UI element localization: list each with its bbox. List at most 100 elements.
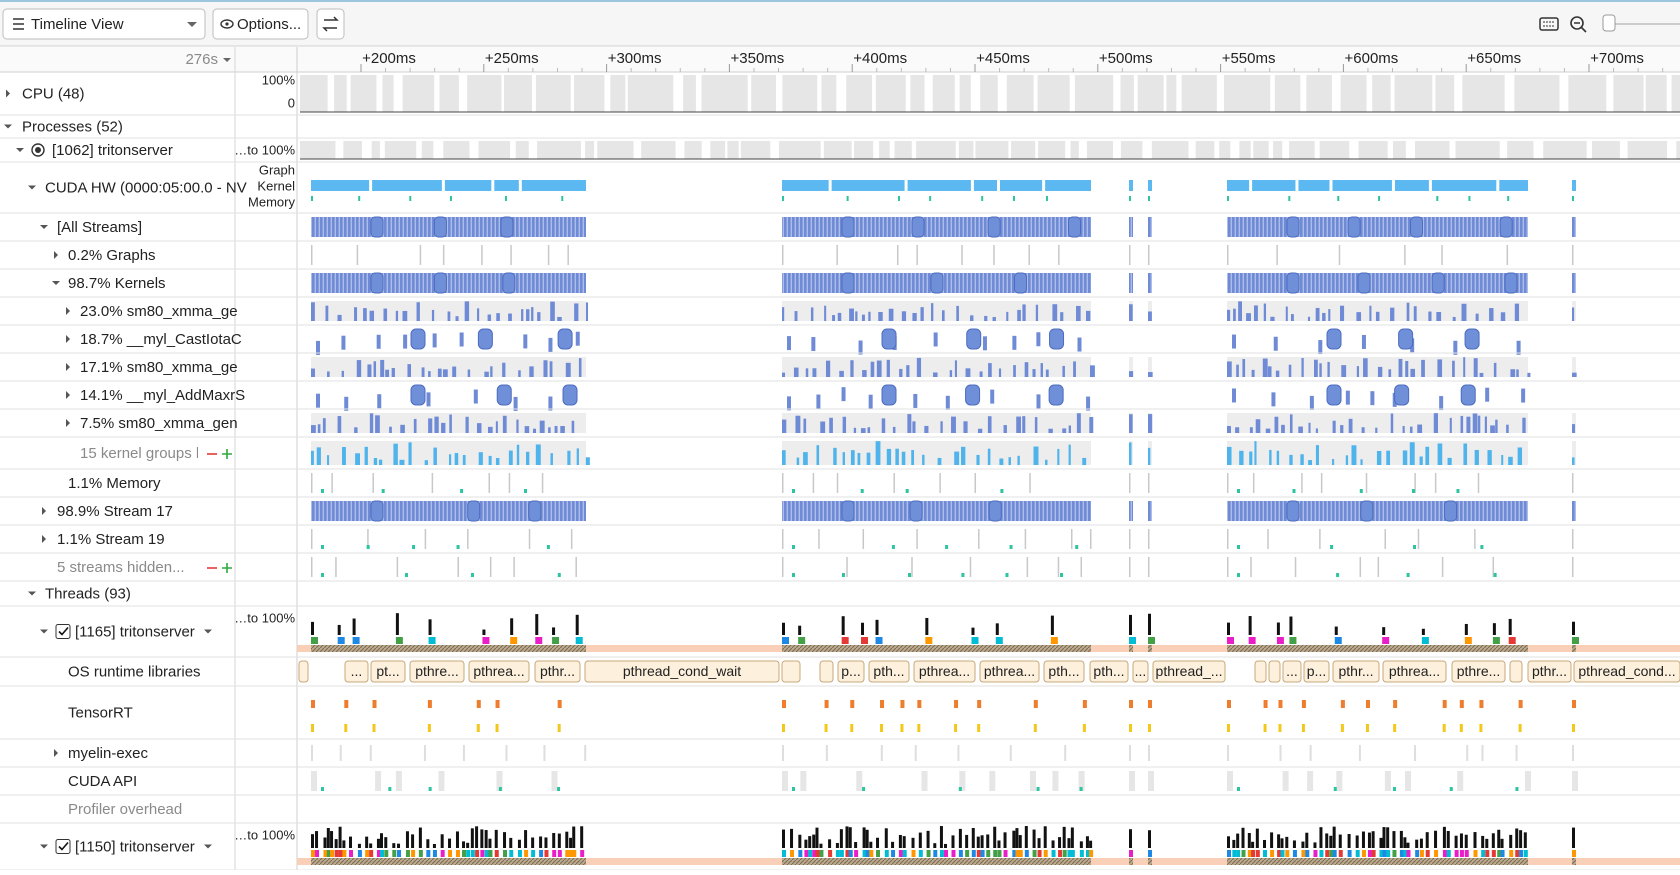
row-label[interactable]: CUDA HW (0000:05:00.0 - NV	[45, 179, 247, 196]
memcpy	[412, 545, 416, 549]
sparse-activity	[1250, 557, 1252, 577]
collapse-arrow[interactable]	[16, 148, 24, 152]
kernel	[842, 452, 845, 465]
row-label[interactable]: 23.0% sm80_xmma_ge	[80, 303, 238, 320]
row-label[interactable]: 18.7% __myl_CastIotaC	[80, 331, 242, 348]
row-label[interactable]: [1062] tritonserver	[52, 142, 173, 159]
row-label[interactable]: 1.1% Stream 19	[57, 531, 165, 548]
row-label[interactable]: 14.1% __myl_AddMaxrS	[80, 387, 245, 404]
trt-range	[557, 700, 562, 708]
kernel	[1485, 387, 1490, 402]
cpu-usage	[1435, 75, 1455, 112]
zoom-out[interactable]	[1570, 16, 1587, 33]
trt-range	[850, 700, 855, 708]
row-label[interactable]: CUDA API	[68, 773, 137, 790]
row-caret[interactable]	[204, 844, 212, 849]
row-caret[interactable]	[204, 629, 212, 634]
row-label[interactable]: [All Streams]	[57, 219, 142, 236]
expand-arrow[interactable]	[54, 251, 58, 259]
collapse-arrow[interactable]	[28, 185, 36, 190]
options-box[interactable]	[212, 8, 309, 40]
row-label[interactable]: 0.2% Graphs	[68, 247, 156, 264]
cpu-spike	[470, 828, 474, 848]
time-origin[interactable]: 276s	[185, 51, 218, 68]
row-label[interactable]: 98.7% Kernels	[68, 275, 166, 292]
zoom-slider[interactable]	[1602, 14, 1680, 32]
row-label[interactable]: [1150] tritonserver	[75, 838, 195, 855]
dropdown-box[interactable]	[2, 8, 206, 40]
row-label[interactable]: OS runtime libraries	[68, 663, 201, 680]
api-marker	[980, 850, 985, 857]
process-icon	[31, 143, 45, 157]
collapse-arrow[interactable]	[40, 225, 48, 229]
expand-arrow[interactable]	[6, 89, 10, 98]
kernel	[1348, 418, 1353, 433]
swap-button[interactable]	[316, 8, 345, 40]
row-label[interactable]: 1.1% Memory	[68, 475, 161, 492]
expand-arrow[interactable]	[66, 419, 70, 427]
row-label[interactable]: 5 streams hidden...	[57, 559, 185, 576]
row-label[interactable]: CPU (48)	[22, 85, 85, 102]
view-dropdown[interactable]: Timeline View	[2, 8, 206, 40]
kernel	[1309, 395, 1314, 410]
cpu-usage	[1011, 141, 1036, 159]
expand-arrow[interactable]	[66, 391, 70, 399]
kernel	[484, 371, 489, 377]
trt-range	[1082, 700, 1087, 708]
show-button[interactable]	[222, 449, 232, 459]
row-label[interactable]: Processes (52)	[22, 118, 123, 135]
kernel	[487, 314, 492, 321]
row-label[interactable]: 98.9% Stream 17	[57, 503, 173, 520]
row-label[interactable]: TensorRT	[68, 704, 133, 721]
keyboard-icon[interactable]	[1539, 17, 1559, 31]
trt-range	[427, 724, 431, 732]
kernel	[1285, 306, 1288, 321]
sparse-activity	[959, 771, 966, 791]
expand-arrow[interactable]	[66, 335, 70, 343]
expand-arrow[interactable]	[42, 507, 46, 515]
kernel	[1238, 301, 1242, 321]
checkbox[interactable]	[55, 839, 71, 854]
expand-arrow[interactable]	[66, 307, 70, 315]
expand-arrow[interactable]	[42, 535, 46, 543]
cpu-spike	[891, 841, 895, 848]
cpu-usage	[1273, 141, 1283, 159]
row-label[interactable]: Threads (93)	[45, 585, 131, 602]
long-kernel	[909, 500, 923, 522]
row-label[interactable]: Profiler overhead	[68, 801, 182, 818]
label-mask	[198, 441, 234, 465]
row-label[interactable]: [1165] tritonserver	[75, 623, 195, 640]
kernel	[1267, 366, 1272, 377]
api-marker	[1509, 850, 1514, 857]
cpu-usage	[1224, 75, 1271, 112]
swap-box[interactable]	[316, 8, 345, 40]
collapse-arrow[interactable]	[4, 124, 12, 129]
options-button[interactable]: Options...	[212, 8, 309, 40]
checkbox[interactable]	[55, 624, 71, 639]
myelin-range	[1009, 745, 1012, 761]
trt-range	[824, 724, 828, 732]
row-label[interactable]: myelin-exec	[68, 745, 149, 762]
sparse-activity	[1405, 771, 1412, 791]
show-button[interactable]	[222, 563, 232, 573]
collapse-arrow[interactable]	[52, 281, 60, 285]
memcpy	[498, 787, 502, 791]
row-label[interactable]: 7.5% sm80_xmma_gen	[80, 415, 238, 432]
kernel	[1315, 445, 1319, 465]
kernel	[949, 370, 953, 377]
row-label[interactable]: 17.1% sm80_xmma_ge	[80, 359, 238, 376]
expand-arrow[interactable]	[54, 749, 58, 757]
collapse-arrow[interactable]	[28, 591, 36, 596]
sparse-activity	[372, 473, 374, 493]
side-label: …to 100%	[234, 610, 295, 625]
expand-arrow[interactable]	[66, 363, 70, 371]
row-label[interactable]: 15 kernel groups h	[80, 445, 204, 462]
kernel	[787, 396, 791, 411]
kernel	[1419, 456, 1423, 465]
slider-thumb[interactable]	[1602, 14, 1616, 32]
sparse-activity	[818, 529, 820, 549]
cpu-spike	[517, 839, 521, 848]
trt-range	[1572, 700, 1576, 708]
collapse-arrow[interactable]	[40, 629, 48, 634]
collapse-arrow[interactable]	[40, 844, 48, 849]
